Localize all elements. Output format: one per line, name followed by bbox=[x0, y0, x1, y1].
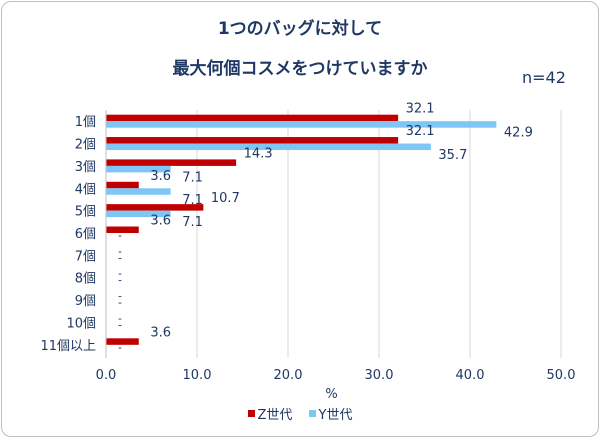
empty-value-marker: - bbox=[118, 245, 122, 258]
category-label: 1個 bbox=[75, 115, 96, 130]
data-label: 7.1 bbox=[182, 193, 203, 208]
category-label: 6個 bbox=[75, 227, 96, 242]
category-label: 10個 bbox=[66, 316, 96, 331]
legend-label-z: Z世代 bbox=[257, 408, 293, 423]
bar bbox=[106, 159, 237, 166]
empty-value-marker: - bbox=[118, 274, 122, 287]
bar bbox=[106, 338, 139, 345]
x-tick-label: 20.0 bbox=[274, 368, 303, 383]
x-tick-label: 50.0 bbox=[547, 368, 576, 383]
data-label: 7.1 bbox=[182, 170, 203, 185]
legend: Z世代 Y世代 bbox=[0, 404, 600, 423]
bar bbox=[106, 226, 139, 233]
bar bbox=[106, 137, 399, 144]
bar bbox=[106, 165, 171, 173]
x-tick-label: 0.0 bbox=[96, 368, 117, 383]
data-label: 32.1 bbox=[406, 124, 435, 139]
empty-value-marker: - bbox=[118, 312, 122, 325]
empty-value-marker: - bbox=[118, 296, 122, 309]
bar bbox=[106, 121, 497, 128]
x-tick-label: 30.0 bbox=[365, 368, 394, 383]
category-label: 2個 bbox=[75, 138, 96, 153]
empty-value-marker: - bbox=[118, 251, 122, 264]
bar bbox=[106, 181, 139, 189]
empty-value-marker: - bbox=[118, 290, 122, 303]
legend-swatch-y bbox=[308, 410, 316, 417]
chart-title-line-1: 1つのバッグに対して bbox=[217, 19, 383, 39]
data-label: 10.7 bbox=[211, 191, 240, 206]
empty-value-marker: - bbox=[118, 341, 122, 354]
data-label: 35.7 bbox=[438, 148, 467, 163]
legend-item-z: Z世代 bbox=[247, 404, 293, 423]
legend-item-y: Y世代 bbox=[308, 404, 353, 423]
category-label: 4個 bbox=[75, 182, 96, 197]
legend-swatch-z bbox=[247, 410, 255, 417]
category-label: 11個以上 bbox=[40, 339, 96, 354]
data-label: 3.6 bbox=[150, 214, 171, 229]
data-label: 14.3 bbox=[244, 146, 273, 161]
data-label: 7.1 bbox=[182, 215, 203, 230]
bar bbox=[106, 210, 171, 218]
legend-label-y: Y世代 bbox=[318, 408, 353, 423]
x-tick-label: 10.0 bbox=[183, 368, 212, 383]
category-label: 5個 bbox=[75, 205, 96, 220]
data-label: 32.1 bbox=[406, 102, 435, 117]
data-label: 42.9 bbox=[504, 126, 533, 141]
category-label: 7個 bbox=[75, 249, 96, 264]
empty-value-marker: - bbox=[118, 229, 122, 242]
data-label: 3.6 bbox=[150, 169, 171, 184]
bar bbox=[106, 114, 399, 122]
sample-size-note: n=42 bbox=[522, 68, 566, 87]
category-label: 9個 bbox=[75, 294, 96, 309]
bar bbox=[106, 188, 171, 195]
x-axis-label: % bbox=[325, 387, 337, 402]
data-label: 3.6 bbox=[150, 325, 171, 340]
bar bbox=[106, 204, 204, 211]
x-tick-label: 40.0 bbox=[456, 368, 485, 383]
category-label: 8個 bbox=[75, 272, 96, 287]
empty-value-marker: - bbox=[118, 318, 122, 331]
bar bbox=[106, 143, 431, 151]
empty-value-marker: - bbox=[118, 267, 122, 280]
chart-title-line-2: 最大何個コスメをつけていますか bbox=[172, 59, 428, 79]
category-label: 3個 bbox=[75, 160, 96, 175]
